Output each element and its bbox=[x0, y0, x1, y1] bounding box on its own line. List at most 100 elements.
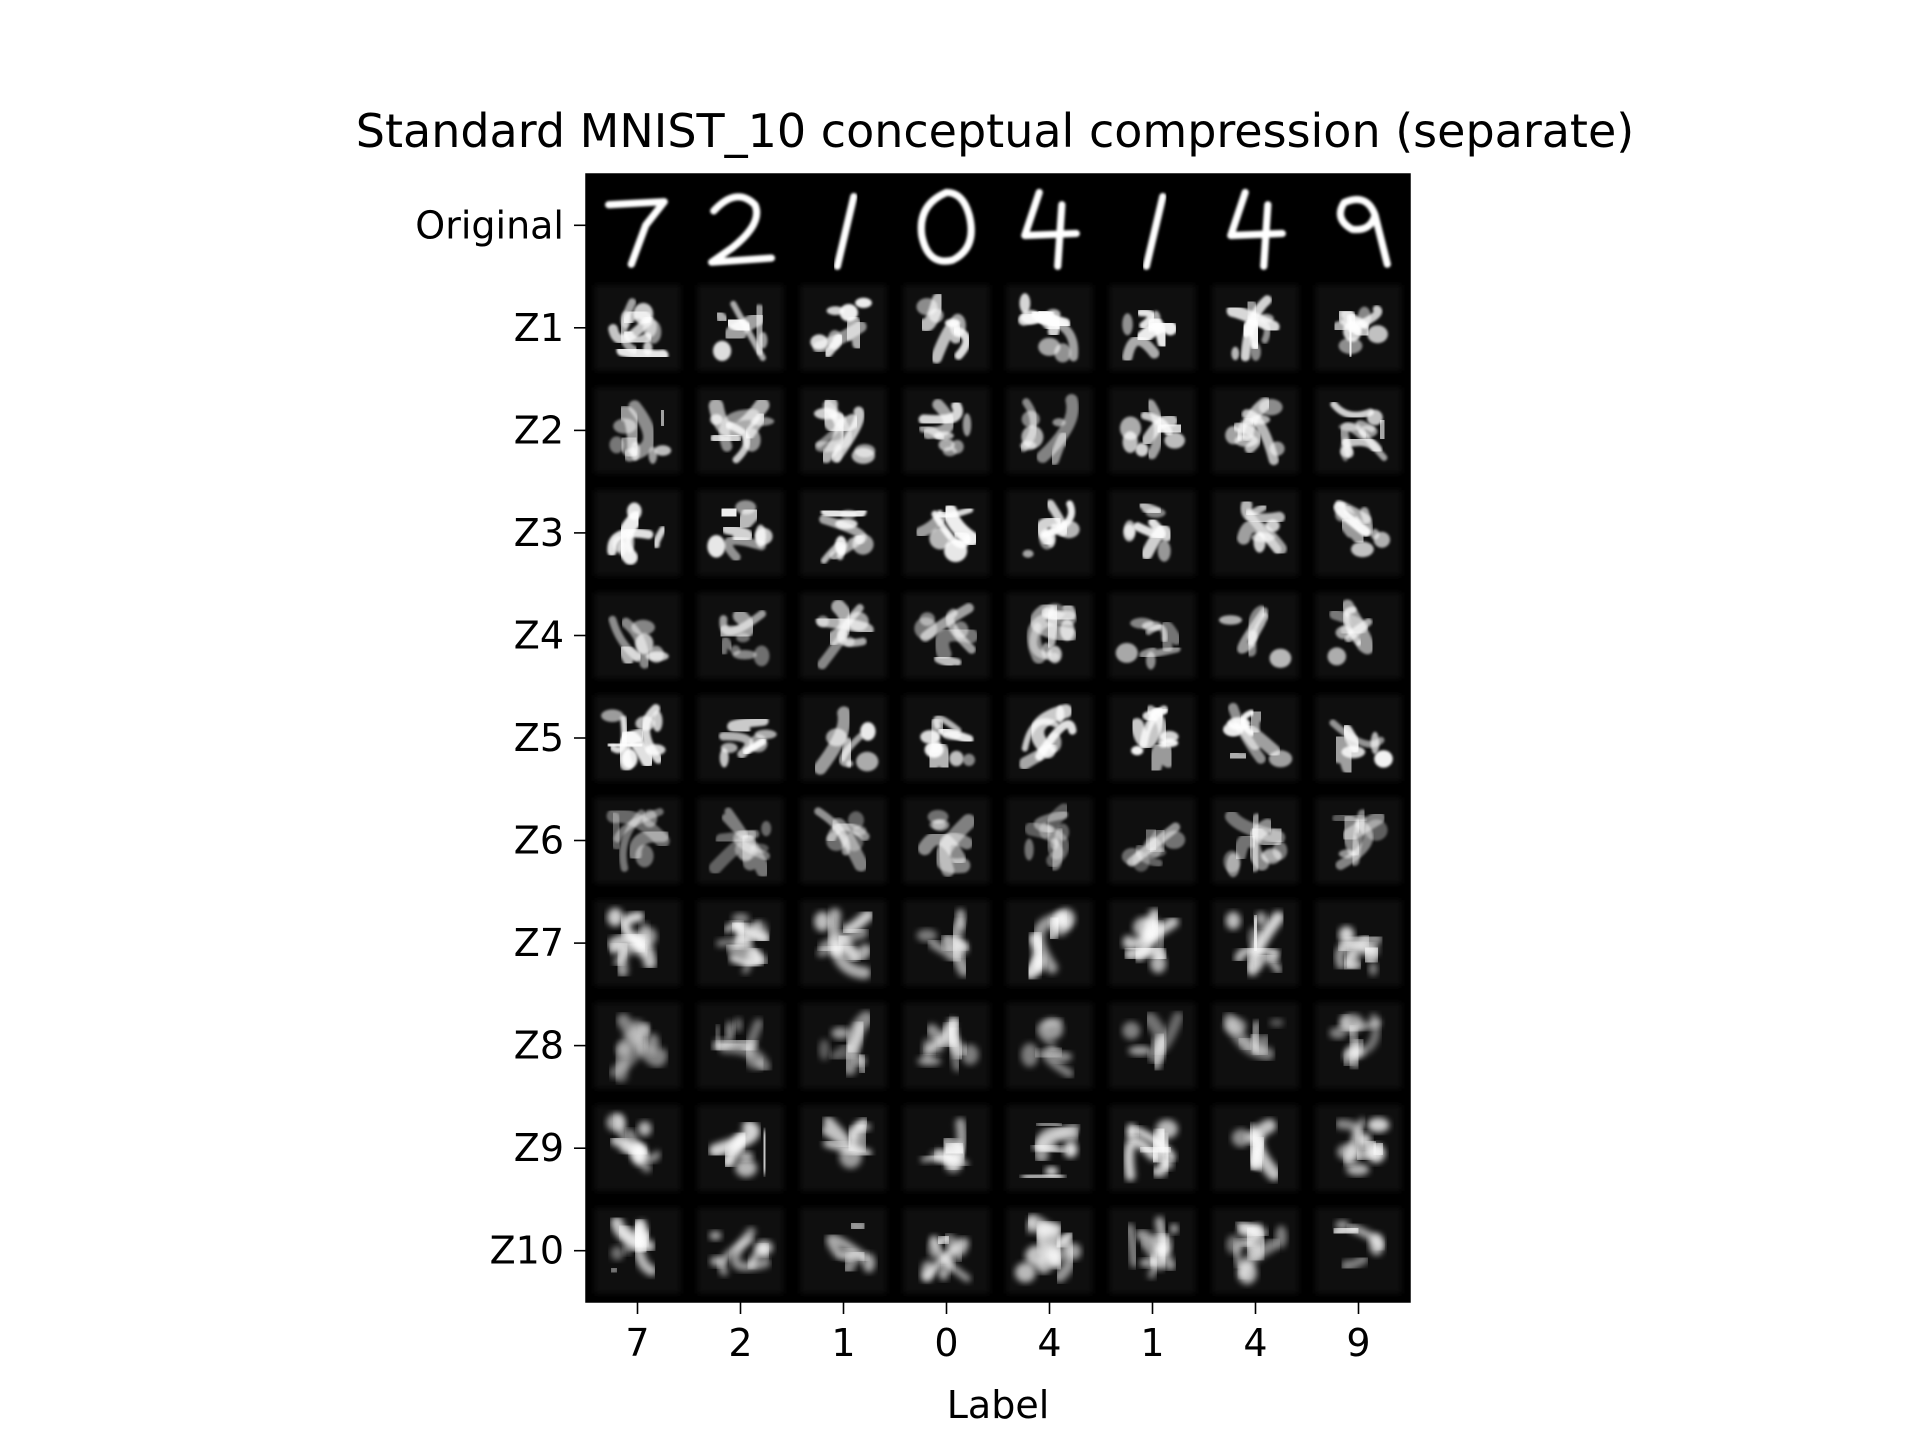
reconstruction-image bbox=[800, 797, 887, 884]
reconstruction-image bbox=[903, 387, 990, 474]
reconstruction-image bbox=[800, 489, 887, 576]
reconstruction-image bbox=[800, 592, 887, 679]
reconstruction-image bbox=[1109, 900, 1196, 987]
original-digit-image bbox=[1227, 188, 1286, 270]
y-tick-label: Z3 bbox=[514, 511, 564, 555]
reconstruction-image bbox=[1212, 900, 1299, 987]
reconstruction-image bbox=[800, 900, 887, 987]
x-axis-ticks: 7 2 1 0 4 1 4 9 bbox=[625, 1302, 1371, 1365]
reconstruction-image bbox=[697, 694, 784, 781]
reconstruction-image bbox=[1109, 1207, 1196, 1294]
reconstruction-image bbox=[1212, 387, 1299, 474]
reconstruction-image bbox=[1006, 1207, 1093, 1294]
reconstruction-image bbox=[1315, 592, 1402, 679]
reconstruction-image bbox=[1109, 694, 1196, 781]
y-axis-ticks: Original Z1 Z2 Z3 Z4 Z5 Z6 Z7 Z8 Z9 Z10 bbox=[415, 203, 586, 1273]
y-tick-label: Z2 bbox=[514, 408, 564, 452]
x-tick-label: 4 bbox=[1037, 1321, 1061, 1365]
reconstruction-image bbox=[1006, 797, 1093, 884]
reconstruction-image bbox=[697, 1105, 784, 1192]
reconstruction-image bbox=[800, 1002, 887, 1089]
reconstruction-image bbox=[1006, 900, 1093, 987]
reconstruction-image bbox=[903, 694, 990, 781]
reconstruction-image bbox=[1006, 284, 1093, 371]
original-digit-image bbox=[1021, 188, 1080, 270]
reconstruction-image bbox=[1315, 694, 1402, 781]
x-tick-label: 9 bbox=[1346, 1321, 1370, 1365]
x-axis-label: Label bbox=[947, 1383, 1050, 1427]
reconstruction-image bbox=[800, 1207, 887, 1294]
y-tick-label: Original bbox=[415, 203, 564, 247]
reconstruction-image bbox=[1006, 1105, 1093, 1192]
reconstruction-image bbox=[1006, 1002, 1093, 1089]
reconstruction-image bbox=[1212, 1207, 1299, 1294]
reconstruction-image bbox=[903, 489, 990, 576]
original-digit-image bbox=[917, 188, 975, 265]
reconstruction-image bbox=[1315, 1002, 1402, 1089]
reconstruction-image bbox=[594, 694, 681, 781]
reconstruction-image bbox=[1006, 592, 1093, 679]
x-tick-label: 2 bbox=[728, 1321, 752, 1365]
reconstruction-image bbox=[903, 797, 990, 884]
y-tick-label: Z4 bbox=[514, 614, 564, 658]
reconstruction-image bbox=[594, 489, 681, 576]
reconstruction-image bbox=[594, 1207, 681, 1294]
reconstruction-image bbox=[1212, 1002, 1299, 1089]
reconstruction-image bbox=[1212, 694, 1299, 781]
reconstruction-image bbox=[903, 592, 990, 679]
reconstruction-image bbox=[594, 1002, 681, 1089]
reconstruction-image bbox=[594, 284, 681, 371]
reconstruction-image bbox=[594, 1105, 681, 1192]
reconstruction-image bbox=[903, 900, 990, 987]
reconstruction-image bbox=[1212, 592, 1299, 679]
reconstruction-image bbox=[1006, 387, 1093, 474]
reconstruction-image bbox=[903, 1002, 990, 1089]
reconstruction-image bbox=[697, 489, 784, 576]
reconstruction-image bbox=[1109, 387, 1196, 474]
x-tick-label: 1 bbox=[831, 1321, 855, 1365]
plot-area bbox=[585, 173, 1411, 1303]
reconstruction-image bbox=[594, 387, 681, 474]
reconstruction-image bbox=[1109, 284, 1196, 371]
y-tick-label: Z8 bbox=[514, 1024, 564, 1068]
reconstruction-image bbox=[697, 900, 784, 987]
reconstruction-image bbox=[1315, 1207, 1402, 1294]
reconstruction-image bbox=[1315, 284, 1402, 371]
original-digit-image bbox=[708, 193, 776, 266]
original-digit-image bbox=[605, 198, 668, 268]
reconstruction-image bbox=[903, 284, 990, 371]
reconstruction-image bbox=[1315, 1105, 1402, 1192]
y-tick-label: Z7 bbox=[514, 921, 564, 965]
reconstruction-image bbox=[1109, 489, 1196, 576]
chart-title: Standard MNIST_10 conceptual compression… bbox=[356, 104, 1634, 158]
reconstruction-image bbox=[1315, 387, 1402, 474]
reconstruction-image bbox=[1212, 489, 1299, 576]
reconstruction-image bbox=[697, 592, 784, 679]
reconstruction-image bbox=[594, 797, 681, 884]
image-grid bbox=[594, 188, 1402, 1294]
reconstruction-image bbox=[697, 284, 784, 371]
reconstruction-image bbox=[594, 592, 681, 679]
reconstruction-image bbox=[697, 1002, 784, 1089]
reconstruction-image bbox=[903, 1207, 990, 1294]
reconstruction-image bbox=[800, 1105, 887, 1192]
original-digit-image bbox=[1142, 192, 1167, 270]
reconstruction-image bbox=[1109, 1002, 1196, 1089]
reconstruction-image bbox=[697, 387, 784, 474]
reconstruction-image bbox=[1006, 489, 1093, 576]
original-digit-image bbox=[1336, 196, 1391, 268]
reconstruction-image bbox=[800, 387, 887, 474]
reconstruction-image bbox=[800, 694, 887, 781]
reconstruction-image bbox=[1315, 797, 1402, 884]
reconstruction-image bbox=[1315, 900, 1402, 987]
y-tick-label: Z1 bbox=[514, 306, 564, 350]
original-digit-image bbox=[833, 192, 858, 270]
reconstruction-image bbox=[594, 900, 681, 987]
y-tick-label: Z9 bbox=[514, 1126, 564, 1170]
y-tick-label: Z6 bbox=[514, 819, 564, 863]
reconstruction-image bbox=[1109, 797, 1196, 884]
y-tick-label: Z10 bbox=[490, 1229, 564, 1273]
x-tick-label: 0 bbox=[934, 1321, 958, 1365]
reconstruction-image bbox=[697, 1207, 784, 1294]
